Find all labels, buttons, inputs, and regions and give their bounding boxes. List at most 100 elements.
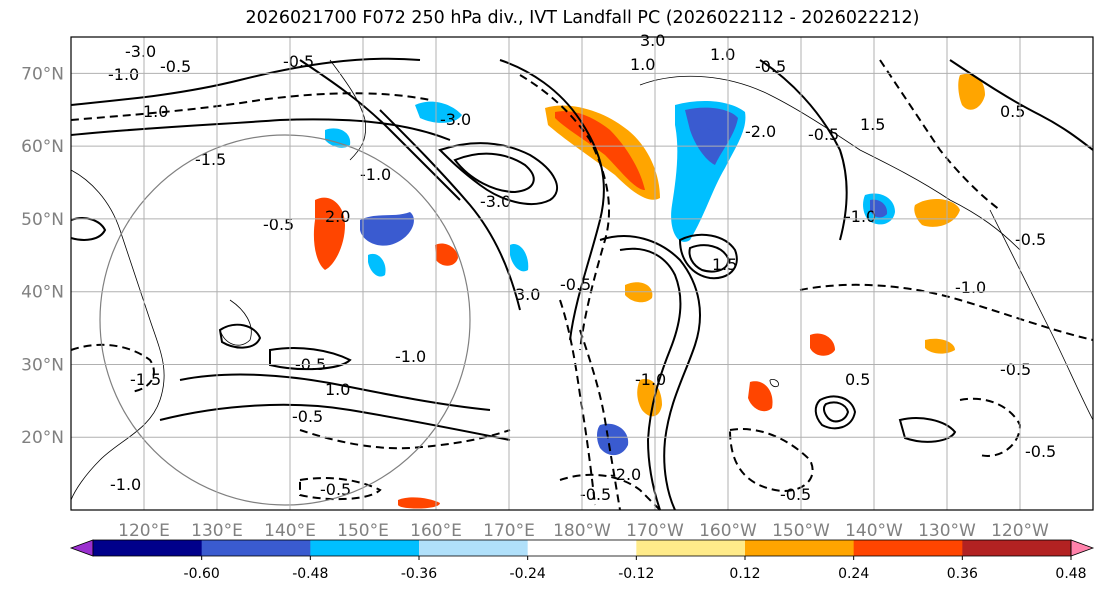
- contour-line: [159, 403, 511, 441]
- contour-label: -0.5: [320, 480, 351, 499]
- colorbar-swatch: [745, 540, 855, 556]
- lon-tick-label: 150°E: [337, 521, 389, 541]
- contour-label: 1.0: [143, 102, 168, 121]
- lat-tick-label: 50°N: [21, 210, 64, 230]
- contour-line: [299, 429, 511, 450]
- contour-line: [728, 428, 814, 492]
- coastline-namerica: [989, 209, 1094, 421]
- lat-tick-label: 70°N: [21, 64, 64, 84]
- contour-line: [179, 373, 491, 411]
- contour-label: 0.5: [845, 370, 870, 389]
- colorbar-swatch: [310, 540, 420, 556]
- contour-label: -2.0: [745, 122, 776, 141]
- lat-tick-label: 20°N: [21, 428, 64, 448]
- coastline-alaska: [639, 75, 1021, 251]
- anomaly-patch: [625, 282, 653, 303]
- contour-line: [453, 152, 535, 194]
- contour-line: [822, 401, 850, 423]
- contour-label: 0.5: [1000, 102, 1025, 121]
- colorbar-swatch: [419, 540, 529, 556]
- contour-label: 1.0: [630, 55, 655, 74]
- contour-label: -0.5: [1015, 230, 1046, 249]
- colorbar-tick-label: 0.48: [1055, 566, 1086, 582]
- contour-label: 2.0: [325, 207, 350, 226]
- anomaly-patch: [360, 212, 414, 246]
- contour-label: -0.5: [263, 215, 294, 234]
- reference-circle: [99, 134, 471, 506]
- contour-line: [619, 247, 682, 511]
- lon-tick-label: 160°E: [410, 521, 462, 541]
- lon-tick-label: 120°E: [118, 521, 170, 541]
- anomaly-patch: [415, 101, 462, 123]
- contour-label: 1.0: [710, 45, 735, 64]
- contour-line: [218, 323, 262, 349]
- anomaly-patch: [958, 73, 985, 110]
- contour-label: -0.5: [1000, 360, 1031, 379]
- lon-tick-label: 170°W: [626, 521, 684, 541]
- anomaly-patch: [597, 423, 629, 456]
- contour-line: [879, 59, 1001, 211]
- map-title: 2026021700 F072 250 hPa div., IVT Landfa…: [245, 8, 920, 28]
- contour-line: [898, 417, 957, 443]
- contour-line: [438, 142, 559, 205]
- contour-line: [269, 347, 352, 371]
- lon-tick-label: 120°W: [991, 521, 1049, 541]
- contour-label: -1.5: [130, 370, 161, 389]
- contour-line: [759, 59, 848, 241]
- contour-line: [70, 57, 421, 106]
- colorbar-tick-label: -0.12: [618, 566, 654, 582]
- contour-line: [70, 118, 451, 141]
- colorbar-labels: -0.60 -0.48 -0.36 -0.24 -0.12 0.12 0.24 0.36 0.4…: [184, 556, 1087, 582]
- lon-tick-label: 160°W: [699, 521, 757, 541]
- latitude-labels: 20°N 30°N 40°N 50°N 60°N 70°N: [21, 64, 64, 448]
- contour-line: [814, 395, 857, 430]
- contour-label: -1.0: [110, 475, 141, 494]
- lon-tick-label: 140°W: [845, 521, 903, 541]
- contour-label: 1.5: [712, 255, 737, 274]
- contour-label: -1.5: [195, 150, 226, 169]
- gridlines: [71, 37, 1093, 510]
- contour-line: [678, 233, 738, 280]
- contour-label: 3.0: [515, 285, 540, 304]
- colorbar-tick-label: 0.12: [729, 566, 760, 582]
- contour-line: [70, 343, 155, 393]
- colorbar-swatch: [962, 540, 1072, 556]
- contour-line: [949, 59, 1094, 151]
- lon-tick-label: 180°W: [553, 521, 611, 541]
- anomaly-patch: [435, 243, 458, 266]
- plot-frame: [70, 36, 1094, 511]
- lon-tick-label: 130°E: [191, 521, 243, 541]
- anomaly-patch: [914, 198, 960, 227]
- longitude-labels: 120°E 130°E 140°E 150°E 160°E 170°E 180°W 170°W…: [118, 521, 1049, 541]
- contour-label: -0.5: [780, 485, 811, 504]
- lon-tick-label: 150°W: [772, 521, 830, 541]
- contour-label: -0.5: [1025, 442, 1056, 461]
- anomaly-patch: [637, 378, 662, 417]
- colorbar-tick-label: 0.36: [947, 566, 978, 582]
- contour-line: [688, 244, 730, 273]
- anomaly-patch: [398, 497, 440, 509]
- lon-tick-label: 130°W: [918, 521, 976, 541]
- contour-line: [599, 235, 701, 511]
- contour-label: -3.0: [125, 42, 156, 61]
- colorbar-swatch: [636, 540, 746, 556]
- contour-label: 3.0: [640, 31, 665, 50]
- colorbar-tick-label: -0.24: [510, 566, 546, 582]
- contour-label: -0.5: [283, 52, 314, 71]
- contour-line: [559, 299, 596, 506]
- contour-label: -1.0: [395, 347, 426, 366]
- contour-label: -0.5: [292, 407, 323, 426]
- coastline-japan: [219, 299, 252, 346]
- contour-line: [299, 477, 382, 501]
- colorbar-tick-label: 0.24: [838, 566, 869, 582]
- contour-line: [799, 283, 1094, 341]
- contour-label: -1.0: [955, 278, 986, 297]
- anomaly-patch: [325, 128, 351, 148]
- divergence-contours: [70, 57, 1094, 511]
- contour-label: -1.0: [845, 207, 876, 226]
- contour-label: -1.0: [360, 165, 391, 184]
- colorbar-swatch: [527, 540, 637, 556]
- anomaly-patch: [313, 197, 345, 270]
- contour-label: -2.0: [610, 465, 641, 484]
